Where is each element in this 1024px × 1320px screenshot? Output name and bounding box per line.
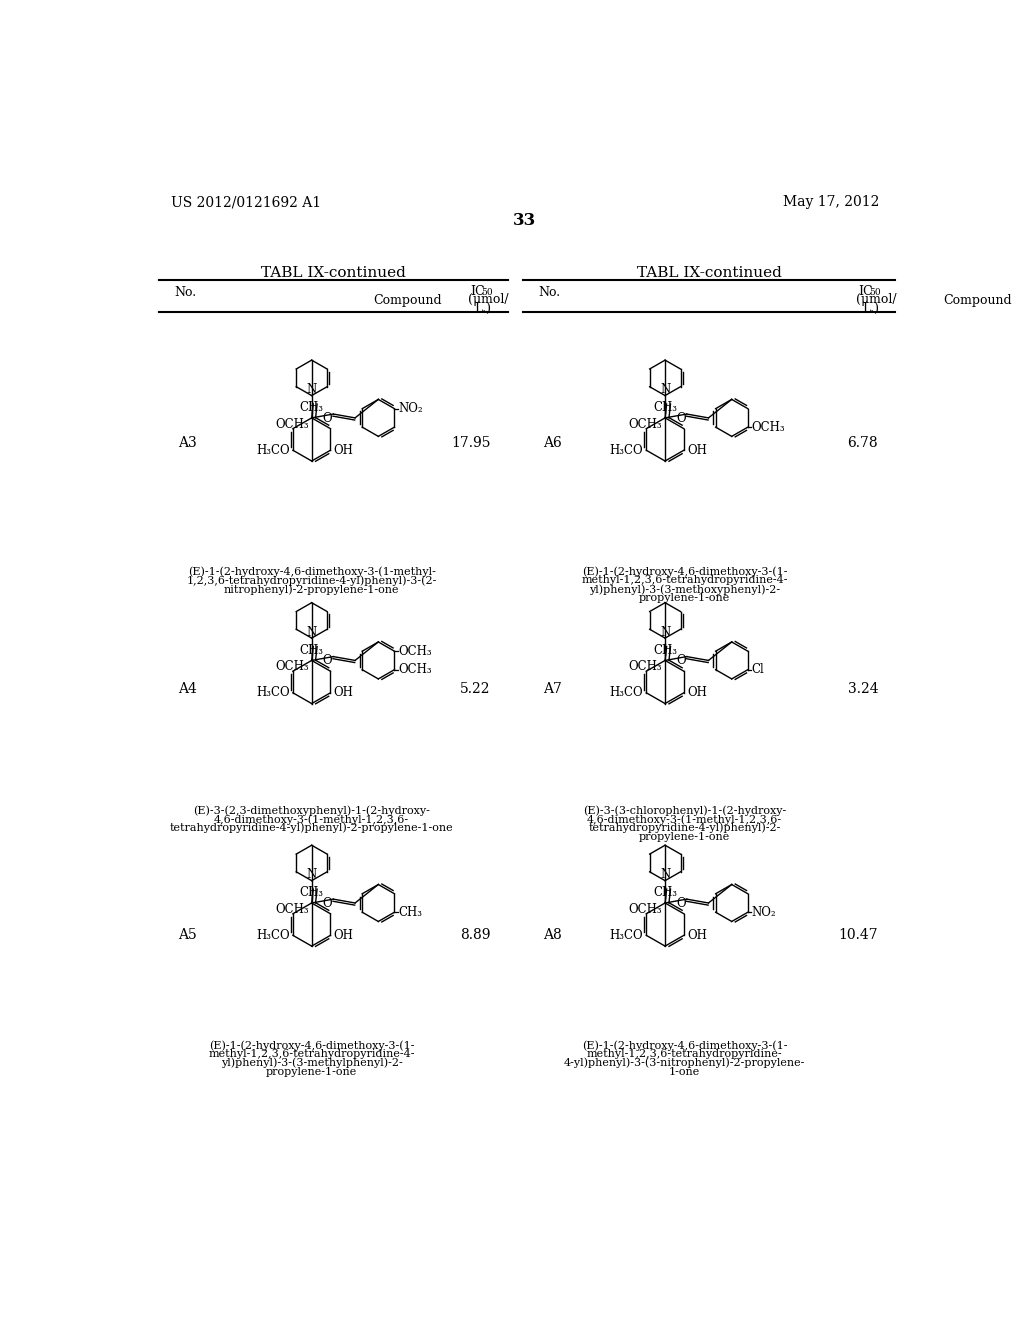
Text: OH: OH — [687, 444, 707, 457]
Text: CH₃: CH₃ — [300, 401, 324, 414]
Text: 1-one: 1-one — [669, 1067, 700, 1077]
Text: H₃CO: H₃CO — [256, 444, 290, 457]
Text: methyl-1,2,3,6-tetrahydropyridine-4-: methyl-1,2,3,6-tetrahydropyridine-4- — [209, 1049, 415, 1059]
Text: 33: 33 — [513, 213, 537, 230]
Text: CH₃: CH₃ — [300, 886, 324, 899]
Text: (E)-1-(2-hydroxy-4,6-dimethoxy-3-(1-: (E)-1-(2-hydroxy-4,6-dimethoxy-3-(1- — [582, 1040, 787, 1051]
Text: 3.24: 3.24 — [848, 682, 879, 696]
Text: Cl: Cl — [752, 663, 765, 676]
Text: 10.47: 10.47 — [839, 928, 879, 942]
Text: CH₃: CH₃ — [300, 644, 324, 656]
Text: 17.95: 17.95 — [452, 436, 490, 450]
Text: NO₂: NO₂ — [398, 403, 423, 416]
Text: H₃CO: H₃CO — [256, 686, 290, 700]
Text: H₃CO: H₃CO — [609, 444, 643, 457]
Text: OCH₃: OCH₃ — [275, 903, 309, 916]
Text: IC: IC — [858, 285, 872, 298]
Text: OCH₃: OCH₃ — [398, 663, 432, 676]
Text: O: O — [323, 655, 332, 668]
Text: CH₃: CH₃ — [398, 906, 422, 919]
Text: nitrophenyl)-2-propylene-1-one: nitrophenyl)-2-propylene-1-one — [224, 585, 399, 595]
Text: yl)phenyl)-3-(3-methylphenyl)-2-: yl)phenyl)-3-(3-methylphenyl)-2- — [221, 1057, 402, 1068]
Text: O: O — [676, 896, 685, 909]
Text: N: N — [659, 626, 670, 639]
Text: CH₃: CH₃ — [653, 401, 677, 414]
Text: NO₂: NO₂ — [752, 906, 776, 919]
Text: A6: A6 — [543, 436, 561, 450]
Text: A7: A7 — [543, 682, 561, 696]
Text: OCH₃: OCH₃ — [398, 644, 432, 657]
Text: methyl-1,2,3,6-tetrahydropyridine-: methyl-1,2,3,6-tetrahydropyridine- — [587, 1049, 782, 1059]
Text: tetrahydropyridine-4-yl)phenyl)-2-propylene-1-one: tetrahydropyridine-4-yl)phenyl)-2-propyl… — [170, 822, 454, 833]
Text: N: N — [659, 383, 670, 396]
Text: 4,6-dimethoxy-3-(1-methyl-1,2,3,6-: 4,6-dimethoxy-3-(1-methyl-1,2,3,6- — [587, 814, 782, 825]
Text: L.): L.) — [862, 302, 879, 314]
Text: (E)-1-(2-hydroxy-4,6-dimethoxy-3-(1-: (E)-1-(2-hydroxy-4,6-dimethoxy-3-(1- — [209, 1040, 415, 1051]
Text: TABL IX-continued: TABL IX-continued — [261, 267, 406, 280]
Text: 4,6-dimethoxy-3-(1-methyl-1,2,3,6-: 4,6-dimethoxy-3-(1-methyl-1,2,3,6- — [214, 814, 410, 825]
Text: propylene-1-one: propylene-1-one — [639, 593, 730, 603]
Text: OCH₃: OCH₃ — [275, 660, 309, 673]
Text: propylene-1-one: propylene-1-one — [639, 832, 730, 842]
Text: L.): L.) — [474, 302, 492, 314]
Text: OH: OH — [334, 444, 353, 457]
Text: May 17, 2012: May 17, 2012 — [783, 195, 880, 210]
Text: tetrahydropyridine-4-yl)phenyl)-2-: tetrahydropyridine-4-yl)phenyl)-2- — [588, 822, 780, 833]
Text: H₃CO: H₃CO — [609, 929, 643, 942]
Text: A4: A4 — [178, 682, 198, 696]
Text: Compound: Compound — [943, 294, 1012, 308]
Text: OH: OH — [334, 686, 353, 700]
Text: O: O — [323, 896, 332, 909]
Text: IC: IC — [471, 285, 485, 298]
Text: O: O — [323, 412, 332, 425]
Text: 50: 50 — [869, 288, 881, 297]
Text: N: N — [306, 869, 316, 882]
Text: 1,2,3,6-tetrahydropyridine-4-yl)phenyl)-3-(2-: 1,2,3,6-tetrahydropyridine-4-yl)phenyl)-… — [186, 576, 437, 586]
Text: O: O — [676, 655, 685, 668]
Text: No.: No. — [539, 286, 561, 300]
Text: US 2012/0121692 A1: US 2012/0121692 A1 — [171, 195, 321, 210]
Text: (μmol/: (μmol/ — [468, 293, 509, 306]
Text: 50: 50 — [481, 288, 493, 297]
Text: H₃CO: H₃CO — [256, 929, 290, 942]
Text: CH₃: CH₃ — [653, 644, 677, 656]
Text: 5.22: 5.22 — [460, 682, 490, 696]
Text: N: N — [306, 383, 316, 396]
Text: No.: No. — [174, 286, 197, 300]
Text: OH: OH — [334, 929, 353, 942]
Text: (E)-1-(2-hydroxy-4,6-dimethoxy-3-(1-: (E)-1-(2-hydroxy-4,6-dimethoxy-3-(1- — [582, 566, 787, 577]
Text: (E)-3-(2,3-dimethoxyphenyl)-1-(2-hydroxy-: (E)-3-(2,3-dimethoxyphenyl)-1-(2-hydroxy… — [194, 805, 430, 816]
Text: (μmol/: (μmol/ — [856, 293, 896, 306]
Text: methyl-1,2,3,6-tetrahydropyridine-4-: methyl-1,2,3,6-tetrahydropyridine-4- — [582, 576, 787, 585]
Text: (E)-1-(2-hydroxy-4,6-dimethoxy-3-(1-methyl-: (E)-1-(2-hydroxy-4,6-dimethoxy-3-(1-meth… — [187, 566, 435, 577]
Text: OCH₃: OCH₃ — [629, 418, 663, 430]
Text: (E)-3-(3-chlorophenyl)-1-(2-hydroxy-: (E)-3-(3-chlorophenyl)-1-(2-hydroxy- — [583, 805, 786, 816]
Text: CH₃: CH₃ — [653, 886, 677, 899]
Text: propylene-1-one: propylene-1-one — [266, 1067, 357, 1077]
Text: TABL IX-continued: TABL IX-continued — [637, 267, 781, 280]
Text: A5: A5 — [178, 928, 198, 942]
Text: yl)phenyl)-3-(3-methoxyphenyl)-2-: yl)phenyl)-3-(3-methoxyphenyl)-2- — [589, 585, 780, 595]
Text: OCH₃: OCH₃ — [629, 903, 663, 916]
Text: 6.78: 6.78 — [848, 436, 879, 450]
Text: 8.89: 8.89 — [460, 928, 490, 942]
Text: A8: A8 — [543, 928, 561, 942]
Text: Compound: Compound — [374, 294, 442, 308]
Text: O: O — [676, 412, 685, 425]
Text: H₃CO: H₃CO — [609, 686, 643, 700]
Text: OCH₃: OCH₃ — [629, 660, 663, 673]
Text: N: N — [306, 626, 316, 639]
Text: OCH₃: OCH₃ — [275, 418, 309, 430]
Text: OCH₃: OCH₃ — [752, 421, 785, 434]
Text: A3: A3 — [178, 436, 198, 450]
Text: 4-yl)phenyl)-3-(3-nitrophenyl)-2-propylene-: 4-yl)phenyl)-3-(3-nitrophenyl)-2-propyle… — [564, 1057, 805, 1068]
Text: OH: OH — [687, 929, 707, 942]
Text: OH: OH — [687, 686, 707, 700]
Text: N: N — [659, 869, 670, 882]
